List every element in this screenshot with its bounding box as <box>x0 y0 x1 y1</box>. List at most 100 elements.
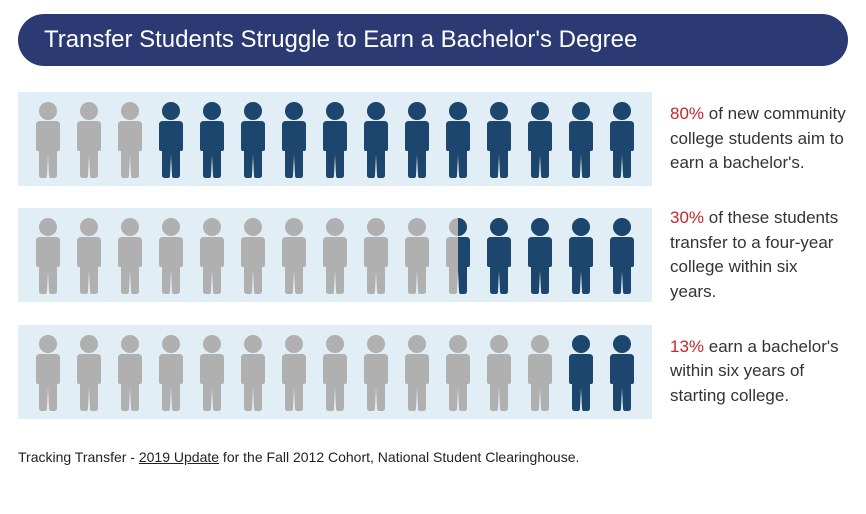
stat-row: 30% of these students transfer to a four… <box>18 206 848 305</box>
person <box>481 332 517 412</box>
person-icon <box>399 99 435 179</box>
person <box>604 332 640 412</box>
person <box>276 99 312 179</box>
person-icon <box>522 215 558 295</box>
stat-row: 80% of new community college students ai… <box>18 92 848 186</box>
person <box>112 215 148 295</box>
source-prefix: Tracking Transfer - <box>18 449 139 465</box>
stat-percent: 30% <box>670 208 704 227</box>
person-icon <box>563 99 599 179</box>
stat-caption: 80% of new community college students ai… <box>670 102 848 176</box>
people-pictogram <box>18 92 652 186</box>
person <box>358 332 394 412</box>
person <box>563 215 599 295</box>
person <box>153 332 189 412</box>
stat-percent: 80% <box>670 104 704 123</box>
person <box>276 215 312 295</box>
people-pictogram <box>18 325 652 419</box>
person <box>522 99 558 179</box>
stat-caption: 30% of these students transfer to a four… <box>670 206 848 305</box>
person <box>276 332 312 412</box>
source-citation: Tracking Transfer - 2019 Update for the … <box>18 449 848 465</box>
person <box>30 99 66 179</box>
person-icon <box>522 332 558 412</box>
person <box>604 215 640 295</box>
person-icon <box>481 332 517 412</box>
person-icon <box>276 332 312 412</box>
person <box>440 332 476 412</box>
person-icon <box>112 99 148 179</box>
person-icon <box>71 99 107 179</box>
person-icon <box>112 332 148 412</box>
person <box>71 332 107 412</box>
person <box>317 215 353 295</box>
person <box>399 99 435 179</box>
person <box>358 99 394 179</box>
person-icon <box>399 215 435 295</box>
person-icon <box>235 215 271 295</box>
person <box>522 332 558 412</box>
source-link[interactable]: 2019 Update <box>139 449 219 465</box>
person-icon <box>153 215 189 295</box>
person-icon <box>235 332 271 412</box>
person <box>317 99 353 179</box>
person-icon <box>112 215 148 295</box>
person <box>399 215 435 295</box>
person-icon <box>153 99 189 179</box>
person-icon <box>358 332 394 412</box>
person <box>30 215 66 295</box>
source-suffix: for the Fall 2012 Cohort, National Stude… <box>219 449 579 465</box>
person-icon <box>276 99 312 179</box>
person-icon <box>276 215 312 295</box>
stat-percent: 13% <box>670 337 704 356</box>
person <box>481 99 517 179</box>
person-icon <box>71 215 107 295</box>
person-icon <box>194 99 230 179</box>
person-icon <box>235 99 271 179</box>
person-icon <box>522 99 558 179</box>
person-icon <box>604 215 640 295</box>
person <box>317 332 353 412</box>
person <box>440 99 476 179</box>
person <box>604 99 640 179</box>
person-icon <box>153 332 189 412</box>
person-icon <box>358 99 394 179</box>
person-icon <box>194 332 230 412</box>
person-icon <box>30 332 66 412</box>
person <box>71 215 107 295</box>
person <box>71 99 107 179</box>
person <box>112 332 148 412</box>
person-icon <box>563 332 599 412</box>
person-icon <box>440 99 476 179</box>
person <box>235 99 271 179</box>
person-icon <box>317 332 353 412</box>
people-pictogram <box>18 208 652 302</box>
infographic-rows: 80% of new community college students ai… <box>18 92 848 419</box>
person-icon <box>317 215 353 295</box>
person-icon <box>440 215 476 295</box>
person-icon <box>481 215 517 295</box>
person <box>153 99 189 179</box>
stat-row: 13% earn a bachelor's within six years o… <box>18 325 848 419</box>
person-icon <box>481 99 517 179</box>
person-icon <box>358 215 394 295</box>
person <box>563 99 599 179</box>
person-icon <box>604 99 640 179</box>
person <box>235 215 271 295</box>
person <box>399 332 435 412</box>
person-icon <box>71 332 107 412</box>
person <box>153 215 189 295</box>
person <box>358 215 394 295</box>
person <box>522 215 558 295</box>
person <box>481 215 517 295</box>
person <box>30 332 66 412</box>
person-icon <box>399 332 435 412</box>
person <box>440 215 476 295</box>
person-icon <box>563 215 599 295</box>
person-icon <box>604 332 640 412</box>
person-icon <box>30 99 66 179</box>
person <box>194 332 230 412</box>
person-icon <box>194 215 230 295</box>
person-icon <box>317 99 353 179</box>
stat-caption: 13% earn a bachelor's within six years o… <box>670 335 848 409</box>
